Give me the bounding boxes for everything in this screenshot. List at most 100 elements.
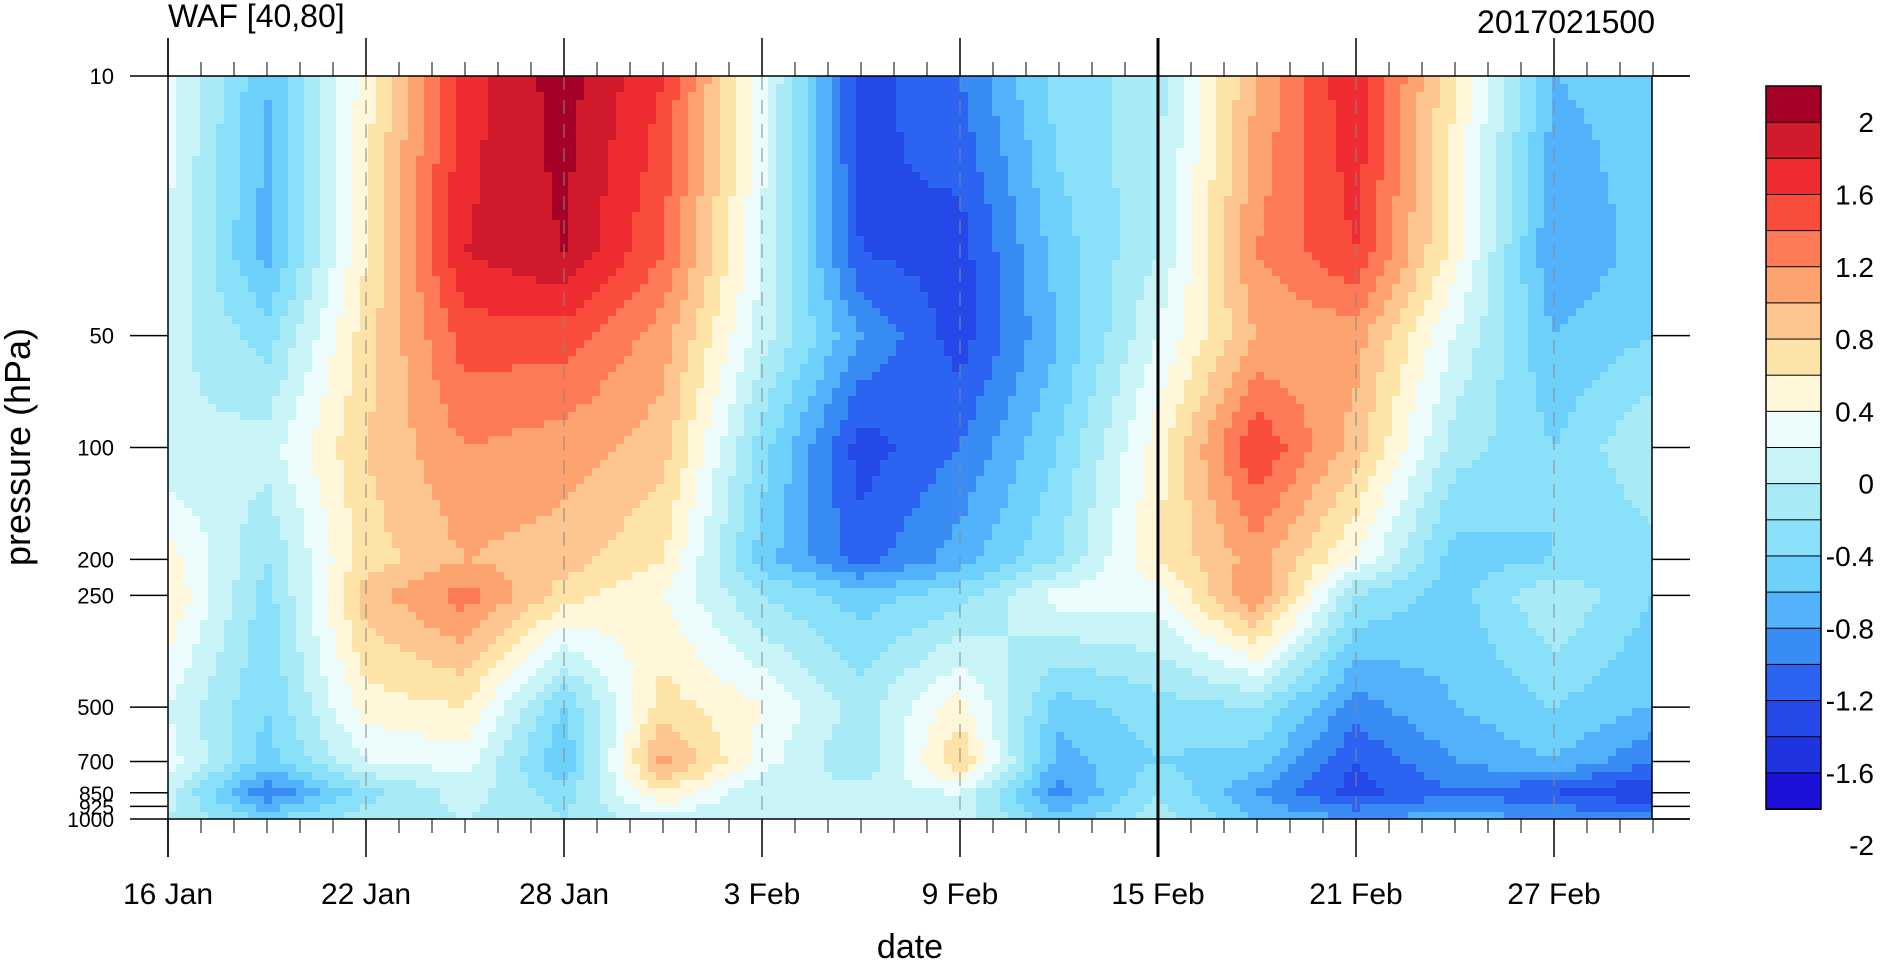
field-cell — [328, 172, 337, 181]
field-cell — [584, 492, 593, 501]
field-cell — [288, 756, 297, 765]
field-cell — [360, 708, 369, 717]
field-cell — [504, 308, 513, 317]
field-cell — [384, 740, 393, 749]
field-cell — [552, 188, 561, 197]
field-cell — [184, 364, 193, 373]
field-cell — [328, 500, 337, 509]
field-cell — [384, 660, 393, 669]
field-cell — [520, 508, 529, 517]
field-cell — [504, 236, 513, 245]
field-cell — [408, 132, 417, 141]
field-cell — [544, 164, 553, 173]
field-cell — [272, 716, 281, 725]
field-cell — [400, 476, 409, 485]
field-cell — [376, 420, 385, 429]
field-cell — [592, 492, 601, 501]
field-cell — [480, 460, 489, 469]
field-cell — [168, 716, 177, 725]
field-cell — [360, 580, 369, 589]
field-cell — [472, 476, 481, 485]
field-cell — [424, 124, 433, 133]
field-cell — [312, 348, 321, 357]
field-cell — [184, 188, 193, 197]
field-cell — [592, 180, 601, 189]
field-cell — [336, 796, 345, 805]
field-cell — [584, 532, 593, 541]
field-cell — [224, 404, 233, 413]
field-cell — [440, 164, 449, 173]
field-cell — [168, 484, 177, 493]
field-cell — [488, 284, 497, 293]
field-cell — [304, 604, 313, 613]
field-cell — [296, 716, 305, 725]
field-cell — [352, 700, 361, 709]
field-cell — [320, 188, 329, 197]
field-cell — [248, 644, 257, 653]
field-cell — [480, 644, 489, 653]
field-cell — [536, 244, 545, 253]
field-cell — [464, 532, 473, 541]
field-cell — [480, 316, 489, 325]
field-cell — [224, 452, 233, 461]
field-cell — [544, 548, 553, 557]
field-cell — [512, 524, 521, 533]
field-cell — [384, 620, 393, 629]
field-cell — [264, 148, 273, 157]
field-cell — [520, 84, 529, 93]
field-cell — [176, 268, 185, 277]
field-cell — [448, 500, 457, 509]
field-cell — [560, 188, 569, 197]
field-cell — [336, 76, 345, 85]
field-cell — [384, 164, 393, 173]
field-cell — [288, 108, 297, 117]
field-cell — [552, 476, 561, 485]
field-cell — [584, 684, 593, 693]
field-cell — [200, 700, 209, 709]
field-cell — [336, 660, 345, 669]
field-cell — [408, 492, 417, 501]
field-cell — [568, 612, 577, 621]
field-cell — [584, 340, 593, 349]
field-cell — [272, 772, 281, 781]
field-cell — [240, 340, 249, 349]
field-cell — [272, 580, 281, 589]
field-cell — [536, 372, 545, 381]
field-cell — [320, 180, 329, 189]
field-cell — [440, 436, 449, 445]
field-cell — [200, 468, 209, 477]
field-cell — [536, 476, 545, 485]
field-cell — [416, 556, 425, 565]
field-cell — [504, 340, 513, 349]
field-cell — [536, 204, 545, 213]
field-cell — [272, 172, 281, 181]
field-cell — [216, 428, 225, 437]
field-cell — [360, 180, 369, 189]
field-cell — [168, 348, 177, 357]
field-cell — [288, 812, 297, 820]
field-cell — [528, 796, 537, 805]
field-cell — [592, 172, 601, 181]
field-cell — [184, 796, 193, 805]
field-cell — [384, 412, 393, 421]
field-cell — [320, 628, 329, 637]
field-cell — [488, 636, 497, 645]
field-cell — [536, 764, 545, 773]
field-cell — [424, 564, 433, 573]
field-cell — [312, 772, 321, 781]
field-cell — [368, 548, 377, 557]
field-cell — [424, 156, 433, 165]
field-cell — [240, 148, 249, 157]
field-cell — [400, 564, 409, 573]
field-cell — [296, 252, 305, 261]
field-cell — [448, 652, 457, 661]
field-cell — [184, 164, 193, 173]
field-cell — [272, 596, 281, 605]
field-cell — [432, 324, 441, 333]
field-cell — [240, 276, 249, 285]
field-cell — [496, 692, 505, 701]
field-cell — [192, 652, 201, 661]
field-cell — [280, 188, 289, 197]
field-cell — [552, 564, 561, 573]
field-cell — [168, 492, 177, 501]
